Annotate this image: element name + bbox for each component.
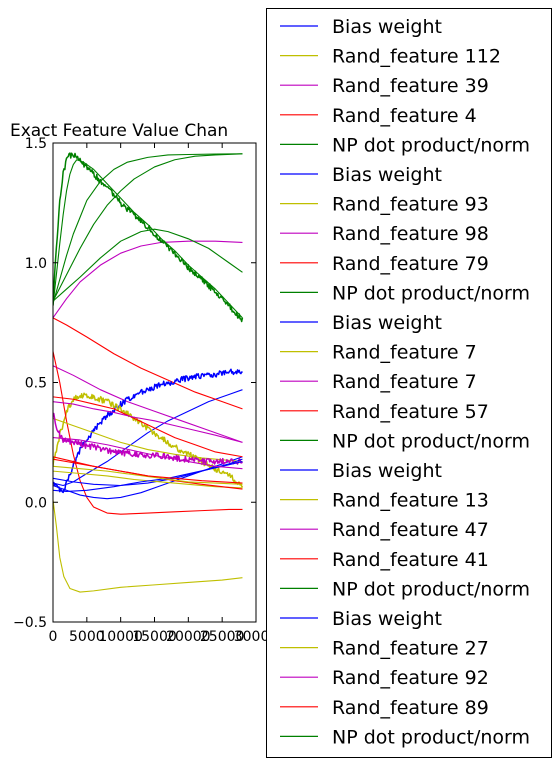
legend-label: Bias weight bbox=[332, 164, 442, 186]
plot-frame bbox=[52, 142, 257, 623]
legend-label: Rand_feature 92 bbox=[332, 667, 489, 689]
legend-label: NP dot product/norm bbox=[332, 282, 530, 304]
y-tick-label: 1.0 bbox=[25, 256, 47, 272]
legend-label: Bias weight bbox=[332, 608, 442, 630]
series-line-3 bbox=[53, 365, 243, 443]
legend-label: Rand_feature 39 bbox=[332, 75, 489, 97]
legend-label: Bias weight bbox=[332, 16, 442, 38]
series-line-9 bbox=[53, 351, 243, 515]
legend-label: Rand_feature 7 bbox=[332, 371, 477, 393]
series-line-21 bbox=[53, 460, 243, 493]
legend-label: Bias weight bbox=[332, 312, 442, 334]
legend-label: Rand_feature 112 bbox=[332, 46, 501, 68]
series-line-1 bbox=[53, 389, 243, 487]
series-line-24 bbox=[53, 458, 243, 484]
series-line-8 bbox=[53, 240, 243, 319]
series-line-14 bbox=[53, 396, 243, 458]
y-tick-label: 1.5 bbox=[25, 136, 47, 152]
x-tick-label: 20000 bbox=[166, 629, 211, 645]
legend-label: NP dot product/norm bbox=[332, 134, 530, 156]
series-line-23 bbox=[53, 437, 243, 470]
series-line-10 bbox=[53, 152, 244, 323]
x-tick-label: 5000 bbox=[69, 629, 105, 645]
series-line-4 bbox=[53, 317, 243, 410]
legend-label: Rand_feature 47 bbox=[332, 519, 489, 541]
series-line-2 bbox=[53, 499, 243, 593]
legend-label: NP dot product/norm bbox=[332, 578, 530, 600]
x-tick-label: 15000 bbox=[132, 629, 177, 645]
legend-label: NP dot product/norm bbox=[332, 430, 530, 452]
series-line-13 bbox=[53, 412, 243, 465]
series-line-20 bbox=[53, 159, 243, 319]
legend-label: Rand_feature 4 bbox=[332, 105, 477, 127]
series-line-15 bbox=[53, 228, 243, 302]
legend-label: Rand_feature 93 bbox=[332, 194, 489, 216]
legend: Bias weight Rand_feature 112 Rand_feature … bbox=[280, 16, 530, 748]
legend-label: Rand_feature 89 bbox=[332, 697, 489, 719]
x-tick-label: 0 bbox=[49, 629, 58, 645]
legend-label: NP dot product/norm bbox=[332, 726, 530, 748]
x-tick-label: 25000 bbox=[200, 629, 245, 645]
series-line-25 bbox=[53, 153, 243, 302]
legend-frame bbox=[266, 8, 552, 758]
series-line-5 bbox=[53, 153, 243, 304]
legend-label: Bias weight bbox=[332, 460, 442, 482]
legend-label: Rand_feature 41 bbox=[332, 549, 489, 571]
x-tick-label: 10000 bbox=[98, 629, 143, 645]
series-line-12 bbox=[53, 417, 243, 463]
chart-title: Exact Feature Value Chan bbox=[10, 121, 228, 141]
series-line-22 bbox=[53, 465, 243, 485]
legend-label: Rand_feature 27 bbox=[332, 638, 489, 660]
legend-label: Rand_feature 7 bbox=[332, 342, 477, 364]
legend-label: Rand_feature 98 bbox=[332, 223, 489, 245]
y-tick-label: −0.5 bbox=[13, 615, 47, 631]
series-line-18 bbox=[53, 401, 243, 443]
legend-label: Rand_feature 57 bbox=[332, 401, 489, 423]
y-tick-label: 0.5 bbox=[25, 376, 47, 392]
y-tick-label: 0.0 bbox=[25, 495, 47, 511]
legend-label: Rand_feature 13 bbox=[332, 490, 489, 512]
legend-label: Rand_feature 79 bbox=[332, 253, 489, 275]
series-layer bbox=[53, 152, 244, 593]
